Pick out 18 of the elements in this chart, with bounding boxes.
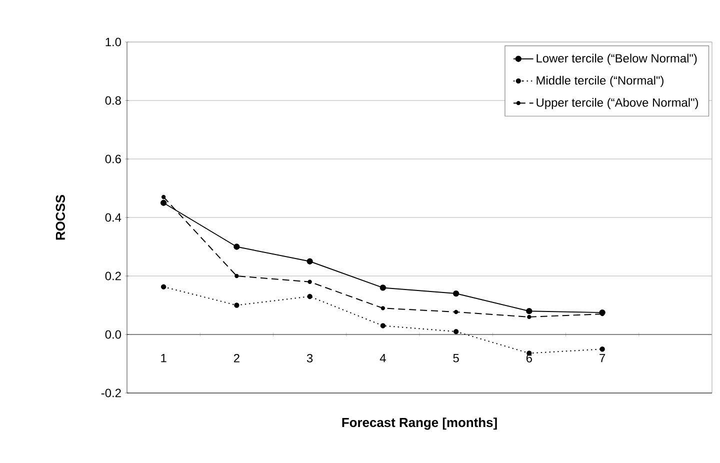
x-tick-label: 2 xyxy=(234,354,240,362)
x-tick-label: 4 xyxy=(380,354,386,362)
x-axis-title: Forecast Range [months] xyxy=(342,418,497,430)
y-tick-label: -0.2 xyxy=(101,388,121,398)
legend-label: Upper tercile (“Above Normal") xyxy=(536,98,698,110)
legend-label: Middle tercile (“Normal") xyxy=(536,76,664,88)
y-tick-label: 1.0 xyxy=(106,38,122,46)
y-tick-label: 0.6 xyxy=(105,154,121,164)
y-tick-label: 0.4 xyxy=(105,213,122,222)
x-tick-label: 3 xyxy=(306,354,313,362)
x-tick-label: 1 xyxy=(161,354,166,362)
y-tick-label: 0.8 xyxy=(105,96,121,105)
y-tick-label: 0.0 xyxy=(105,330,122,339)
x-tick-label: 7 xyxy=(600,354,606,362)
y-tick-label: 0.2 xyxy=(105,272,121,280)
legend-label: Lower tercile (“Below Normal") xyxy=(536,54,697,65)
y-axis-title: ROCSS xyxy=(56,194,65,240)
x-tick-label: 5 xyxy=(453,354,459,362)
